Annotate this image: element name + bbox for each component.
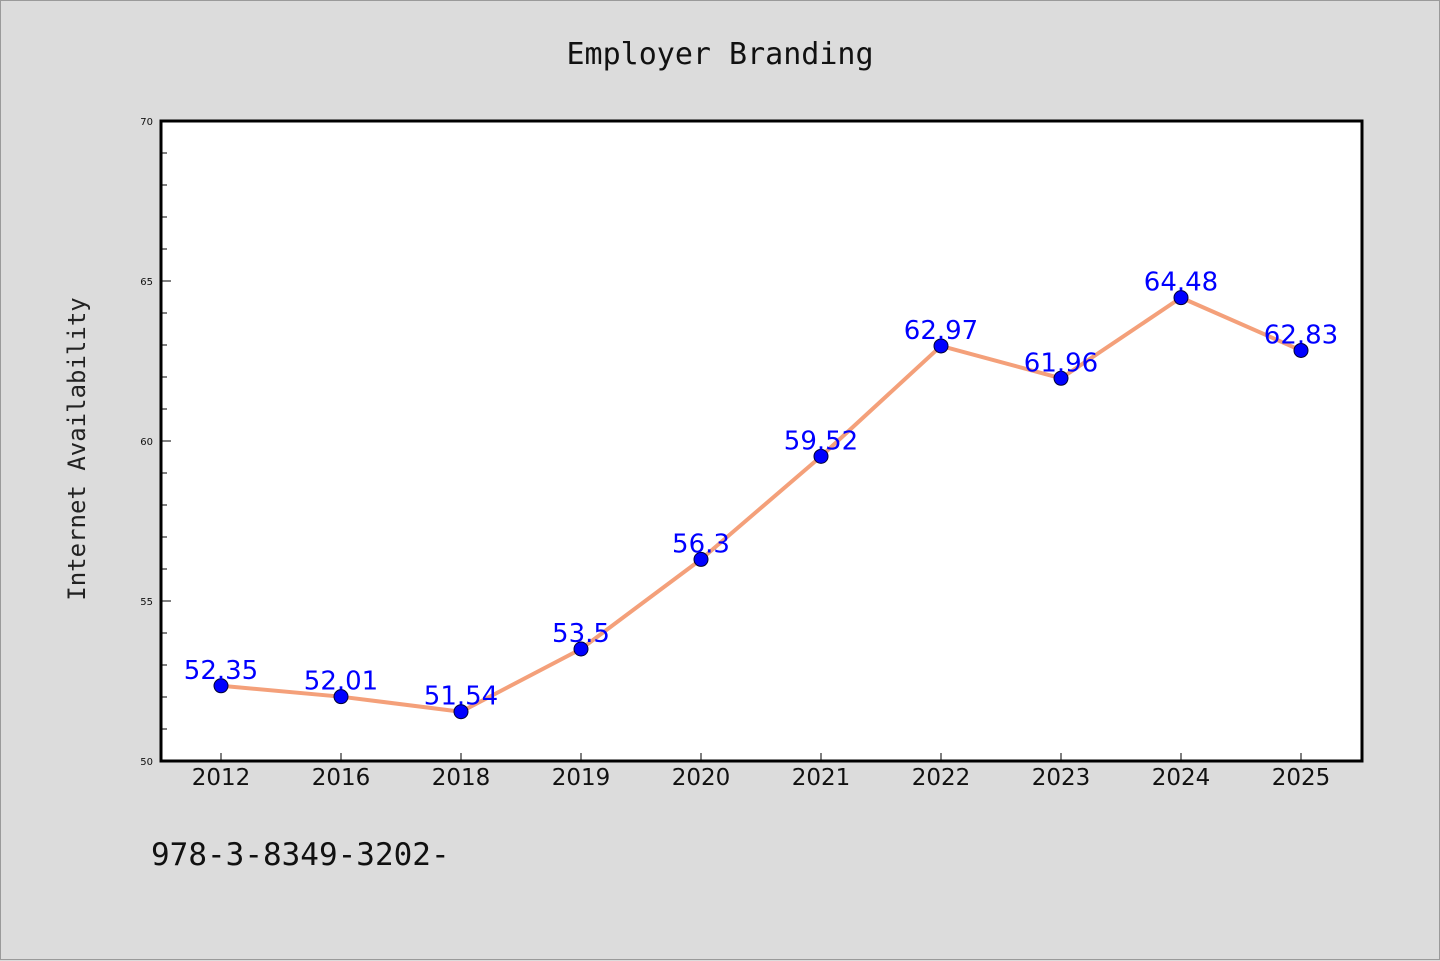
data-point [1053, 370, 1069, 386]
y-tick-label: 50 [140, 757, 153, 768]
data-point [693, 551, 709, 567]
x-tick-label: 2022 [912, 765, 971, 791]
data-point [573, 641, 589, 657]
series-line [219, 295, 1303, 714]
x-tick-label: 2021 [792, 765, 851, 791]
series-group [213, 290, 1309, 720]
data-point [213, 678, 229, 694]
data-point [1293, 342, 1309, 358]
x-tick-label: 2025 [1272, 765, 1331, 791]
x-tick-label: 2020 [672, 765, 731, 791]
x-tick-label: 2024 [1152, 765, 1211, 791]
data-label: 53.5 [552, 619, 610, 649]
data-label: 51.54 [424, 682, 498, 712]
footnote-text: 978-3-8349-3202- [151, 837, 450, 873]
data-point [453, 704, 469, 720]
data-point [813, 448, 829, 464]
y-axis-label: Internet Availability [63, 297, 91, 600]
x-tick-label: 2023 [1032, 765, 1091, 791]
plot-border [159, 119, 1364, 763]
x-tick-label: 2012 [192, 765, 251, 791]
x-tick-label: 2016 [312, 765, 371, 791]
data-point [333, 689, 349, 705]
data-label: 64.48 [1144, 268, 1218, 298]
y-tick-label: 60 [140, 437, 153, 448]
data-labels: 52.35 52.01 51.54 53.5 56.3 59.52 62.97 61.96 64… [184, 268, 1338, 712]
data-label: 52.35 [184, 656, 258, 686]
chart-title: Employer Branding [566, 37, 873, 72]
y-tick-label: 55 [140, 597, 153, 608]
data-label: 62.97 [904, 316, 978, 346]
data-label: 56.3 [672, 529, 730, 559]
x-tick-label: 2018 [432, 765, 491, 791]
data-point [1173, 290, 1189, 306]
data-label: 52.01 [304, 667, 378, 697]
y-tick-label: 70 [140, 117, 153, 128]
data-label: 59.52 [784, 426, 858, 456]
plot-area [161, 121, 1362, 761]
data-label: 62.83 [1264, 320, 1338, 350]
x-tick-label: 2019 [552, 765, 611, 791]
data-label: 61.96 [1024, 348, 1098, 378]
y-tick-label: 65 [140, 277, 153, 288]
x-axis-ticks: 2012 2016 2018 2019 2020 2021 2022 2023 2024 2025 [192, 753, 1331, 791]
data-point [933, 338, 949, 354]
